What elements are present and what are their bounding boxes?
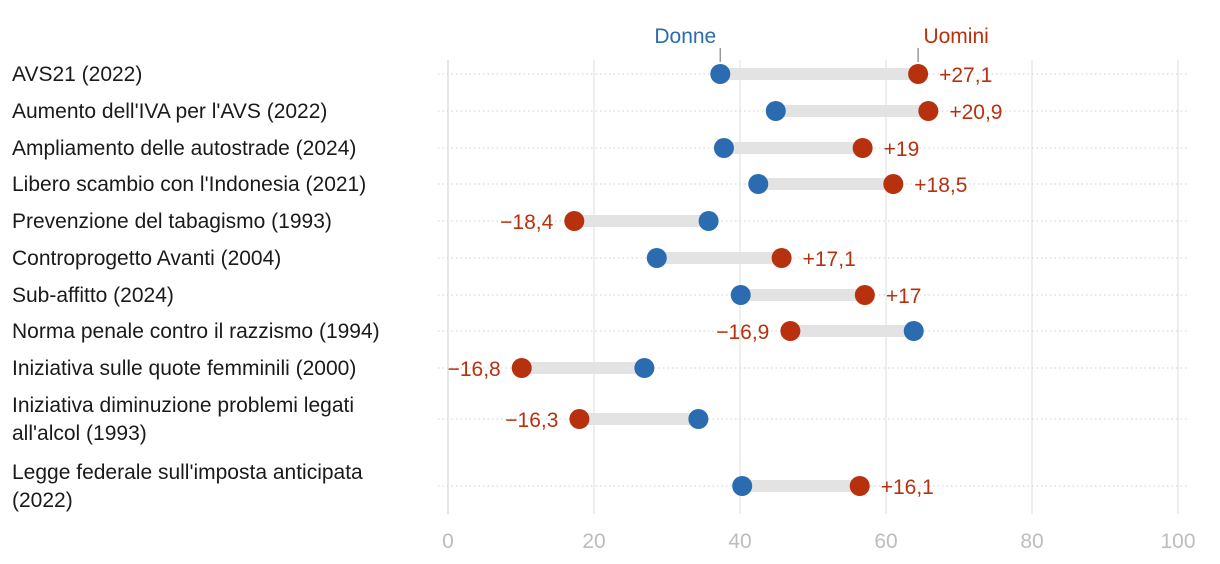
category-label: (2022): [12, 489, 73, 512]
row-3: Ampliamento delle autostrade (2024) +19: [12, 137, 919, 161]
row-2: Aumento dell'IVA per l'AVS (2022) +20,9: [12, 100, 1002, 124]
difference-label: +18,5: [914, 174, 967, 197]
category-label: Controprogetto Avanti (2004): [12, 247, 281, 270]
row-1: AVS21 (2022) +27,1: [12, 63, 992, 87]
category-label: all'alcol (1993): [12, 422, 147, 445]
point-donne: [903, 321, 924, 341]
legend-uomini: Uomini: [923, 25, 988, 48]
point-donne: [730, 285, 751, 305]
point-donne: [710, 64, 731, 84]
row-10: Iniziativa diminuzione problemi legati al…: [12, 394, 709, 445]
point-uomini: [849, 476, 870, 496]
x-tick-label: 40: [728, 530, 751, 553]
point-uomini: [883, 174, 904, 194]
difference-label: +20,9: [949, 101, 1002, 124]
difference-label: +27,1: [939, 64, 992, 87]
difference-label: −16,8: [448, 358, 501, 381]
x-tick-label: 20: [582, 530, 605, 553]
x-axis-ticks: 0 20 40 60 80 100: [442, 530, 1195, 553]
x-tick-label: 80: [1020, 530, 1043, 553]
category-label: Norma penale contro il razzismo (1994): [12, 320, 380, 343]
point-donne: [765, 101, 786, 121]
legend-donne: Donne: [654, 25, 716, 48]
point-uomini: [780, 321, 801, 341]
category-label: Ampliamento delle autostrade (2024): [12, 137, 356, 160]
point-uomini: [854, 285, 875, 305]
category-label: Iniziativa diminuzione problemi legati: [12, 394, 354, 417]
x-tick-label: 60: [874, 530, 897, 553]
category-label: AVS21 (2022): [12, 63, 142, 86]
difference-label: −18,4: [500, 211, 553, 234]
point-uomini: [852, 138, 873, 158]
row-4: Libero scambio con l'Indonesia (2021) +18…: [12, 173, 967, 197]
grid-layer: [438, 60, 1188, 514]
difference-label: −16,3: [505, 409, 558, 432]
category-label: Aumento dell'IVA per l'AVS (2022): [12, 100, 327, 123]
row-8: Norma penale contro il razzismo (1994) −1…: [12, 320, 924, 344]
point-uomini: [771, 248, 792, 268]
point-uomini: [511, 358, 532, 378]
row-9: Iniziativa sulle quote femminili (2000) −…: [12, 357, 655, 381]
row-6: Controprogetto Avanti (2004) +17,1: [12, 247, 856, 271]
difference-label: +16,1: [881, 476, 934, 499]
point-donne: [732, 476, 753, 496]
category-label: Sub-affitto (2024): [12, 284, 174, 307]
difference-label: +17: [886, 285, 922, 308]
point-uomini: [564, 211, 585, 231]
point-donne: [634, 358, 655, 378]
category-label: Legge federale sull'imposta anticipata: [12, 461, 363, 484]
point-donne: [698, 211, 719, 231]
point-donne: [748, 174, 769, 194]
category-label: Prevenzione del tabagismo (1993): [12, 210, 332, 233]
category-label: Iniziativa sulle quote femminili (2000): [12, 357, 356, 380]
point-donne: [688, 409, 709, 429]
point-uomini: [569, 409, 590, 429]
legend: Donne Uomini: [654, 25, 989, 62]
point-uomini: [918, 101, 939, 121]
category-label: Libero scambio con l'Indonesia (2021): [12, 173, 366, 196]
difference-label: +17,1: [803, 248, 856, 271]
rows-layer: AVS21 (2022) +27,1 Aumento dell'IVA per l'…: [12, 63, 1002, 512]
point-uomini: [908, 64, 929, 84]
difference-label: +19: [884, 138, 920, 161]
x-tick-label: 0: [442, 530, 454, 553]
difference-label: −16,9: [716, 321, 769, 344]
row-7: Sub-affitto (2024) +17: [12, 284, 921, 308]
x-tick-label: 100: [1160, 530, 1195, 553]
row-5: Prevenzione del tabagismo (1993) −18,4: [12, 210, 719, 234]
point-donne: [646, 248, 667, 268]
point-donne: [713, 138, 734, 158]
row-11: Legge federale sull'imposta anticipata (2…: [12, 461, 934, 512]
